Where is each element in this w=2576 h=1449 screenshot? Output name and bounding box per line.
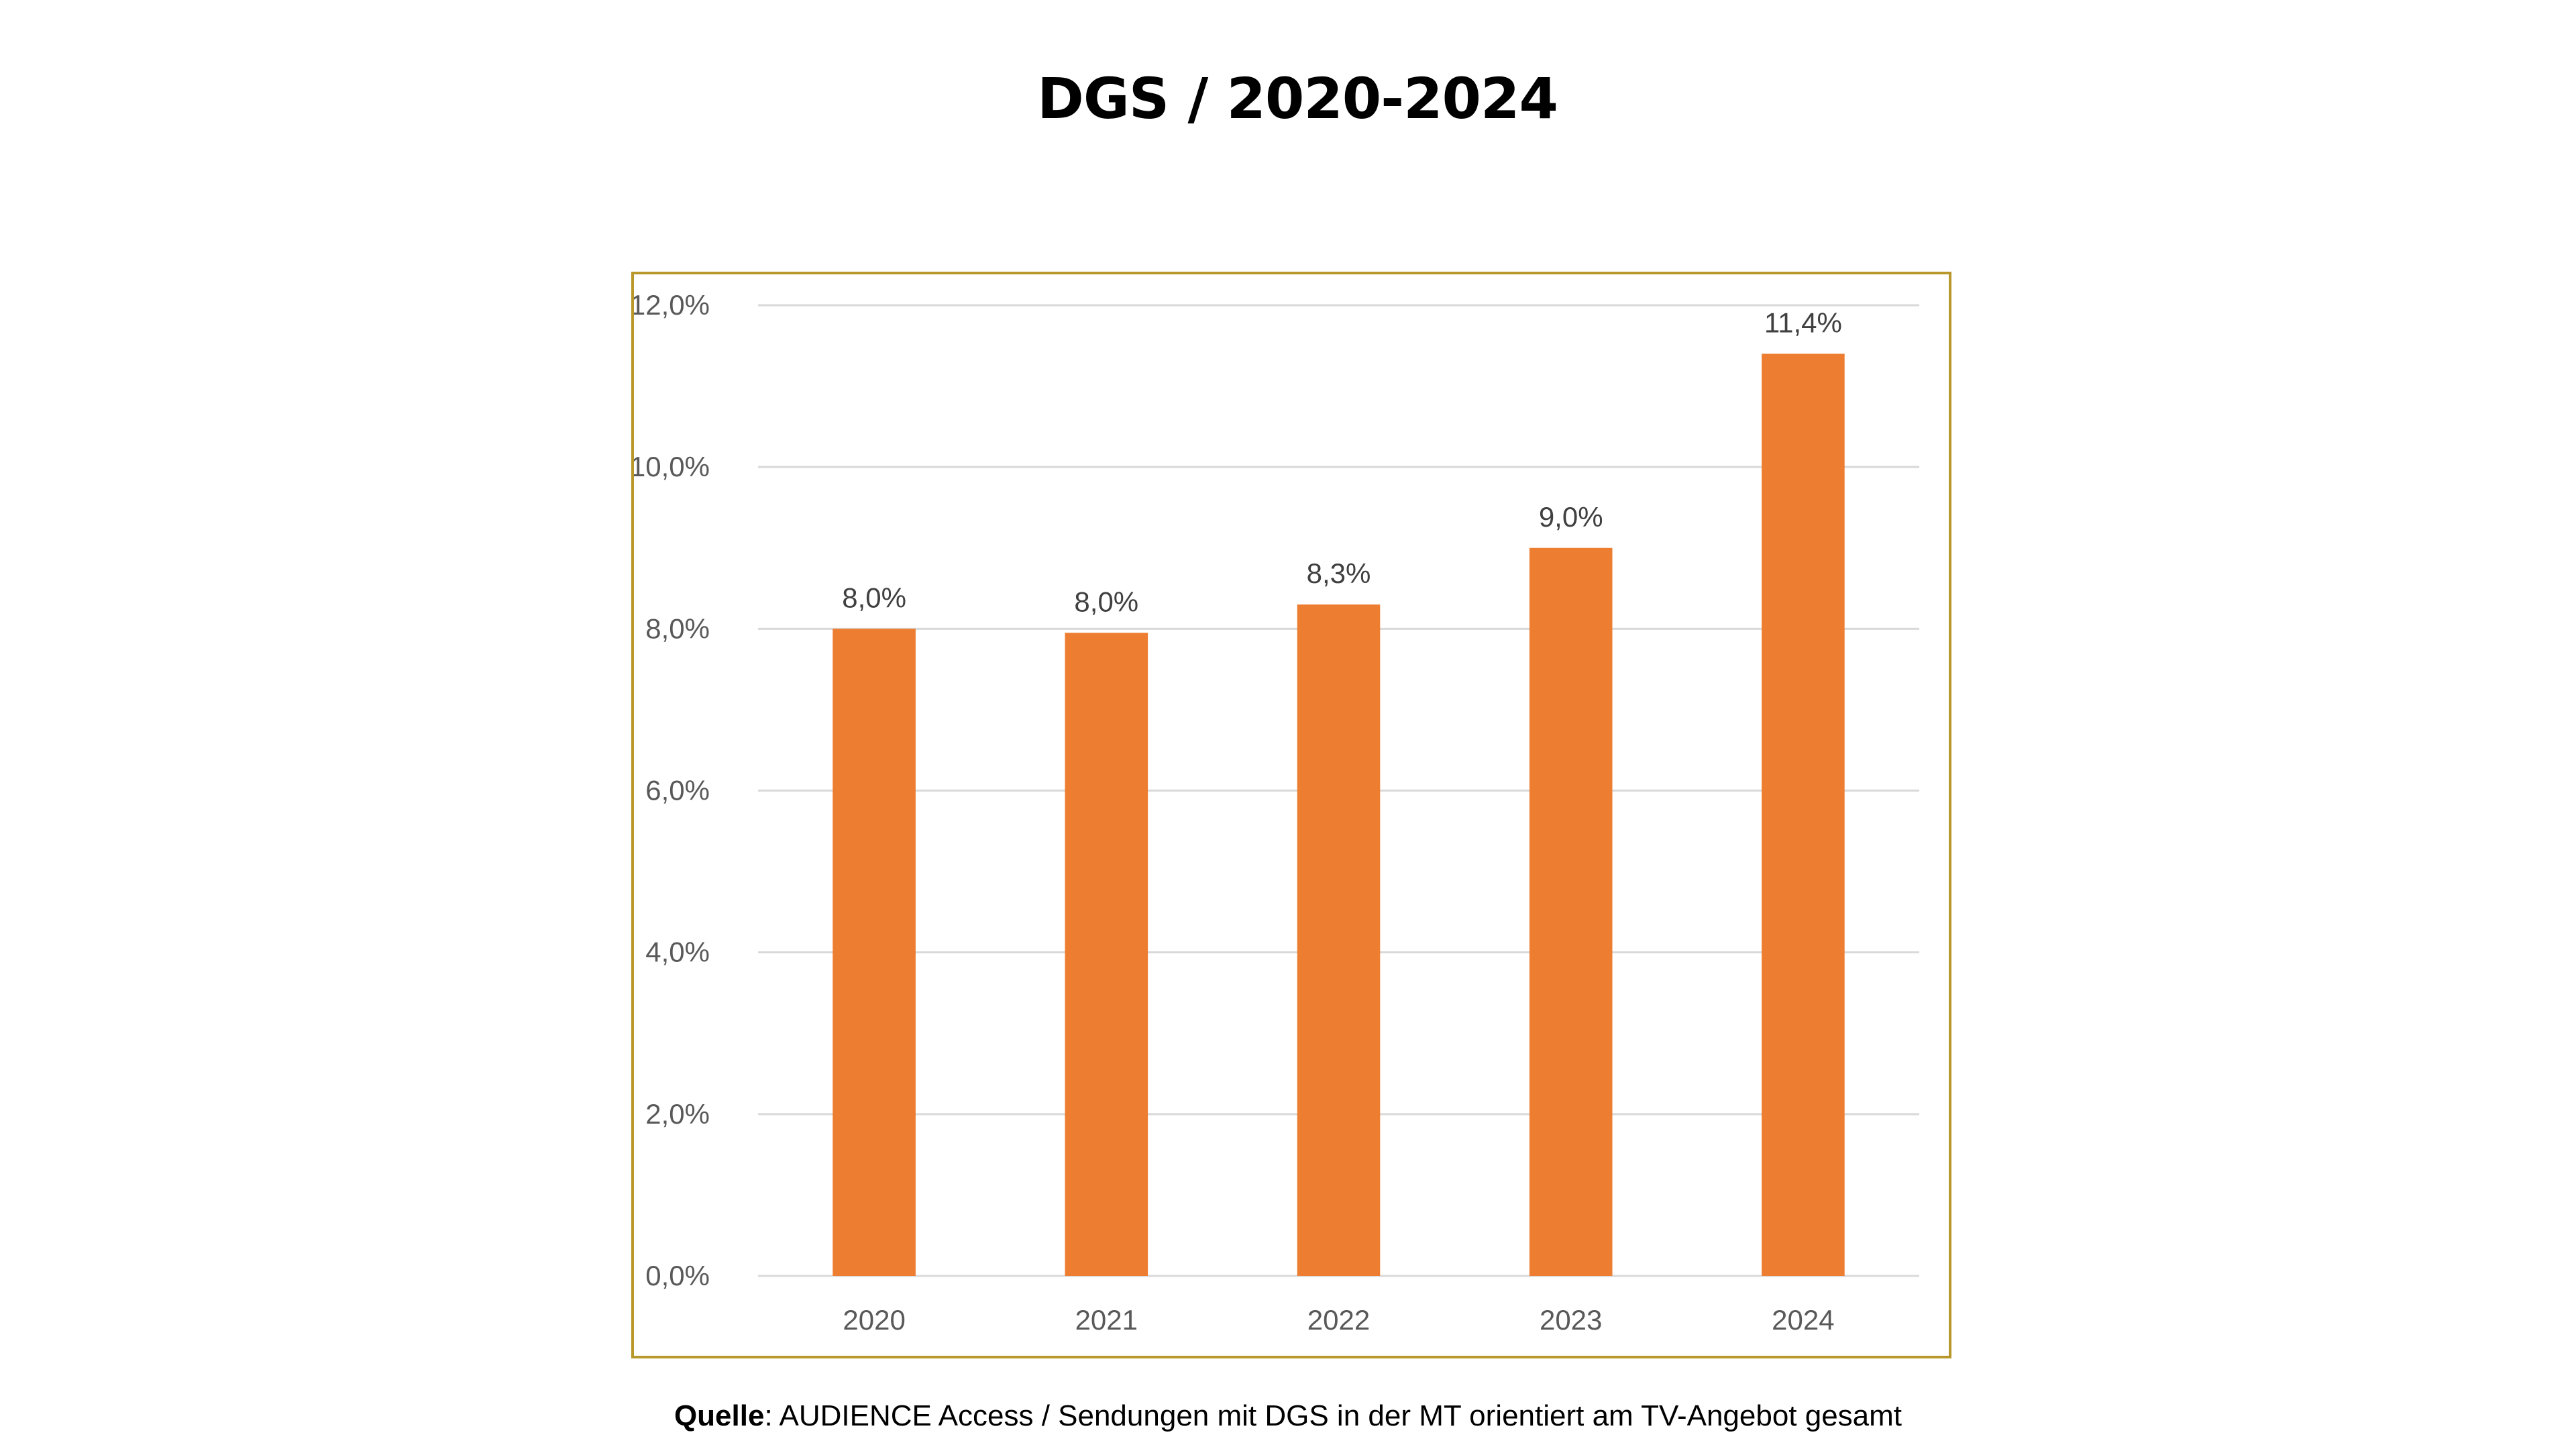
x-tick-label-2022: 2022 xyxy=(1307,1304,1370,1336)
y-tick-label: 4,0% xyxy=(645,936,710,968)
x-axis-tick-labels: 2020 2021 2022 2023 2024 xyxy=(843,1304,1834,1336)
y-tick-label: 0,0% xyxy=(645,1260,710,1291)
y-tick-label: 6,0% xyxy=(645,775,710,806)
bars xyxy=(833,354,1845,1276)
data-labels: 8,0% 8,0% 8,3% 9,0% 11,4% xyxy=(842,307,1842,617)
data-label-2022: 8,3% xyxy=(1307,557,1371,589)
bar-2022 xyxy=(1297,604,1381,1276)
x-tick-label-2020: 2020 xyxy=(843,1304,905,1336)
y-tick-label: 2,0% xyxy=(645,1098,710,1130)
y-tick-label: 12,0% xyxy=(634,289,710,321)
data-label-2024: 11,4% xyxy=(1764,307,1842,338)
data-label-2021: 8,0% xyxy=(1074,586,1138,617)
bar-chart: 0,0%2,0%4,0%6,0%8,0%10,0%12,0% 8,0% 8,0%8… xyxy=(634,289,1919,1336)
bar-2021 xyxy=(1065,633,1148,1276)
source-caption: Quelle: AUDIENCE Access / Sendungen mit … xyxy=(0,1399,2576,1433)
y-axis-tick-labels: 0,0% 2,0% 4,0% 6,0% 8,0% 10,0% 12,0% xyxy=(634,289,710,1291)
x-tick-label-2023: 2023 xyxy=(1540,1304,1602,1336)
source-label: Quelle xyxy=(674,1399,765,1432)
bar-2020 xyxy=(833,629,916,1276)
data-label-2023: 9,0% xyxy=(1539,501,1603,533)
data-label-2020: 8,0% xyxy=(842,582,906,613)
bar-2024 xyxy=(1762,354,1845,1276)
y-tick-label: 8,0% xyxy=(645,612,710,644)
chart-frame: 0,0% 2,0% 4,0% 6,0% 8,0% 10,0% 12,0% 8,0% 8,0% 8… xyxy=(631,272,1951,1358)
x-tick-label-2021: 2021 xyxy=(1075,1304,1138,1336)
x-tick-label-2024: 2024 xyxy=(1772,1304,1834,1336)
bar-2023 xyxy=(1529,547,1613,1276)
source-separator: : xyxy=(764,1399,773,1432)
chart-title: DGS / 2020-2024 xyxy=(1037,66,1558,131)
source-text: AUDIENCE Access / Sendungen mit DGS in d… xyxy=(772,1399,1902,1432)
y-tick-label: 10,0% xyxy=(634,451,710,482)
